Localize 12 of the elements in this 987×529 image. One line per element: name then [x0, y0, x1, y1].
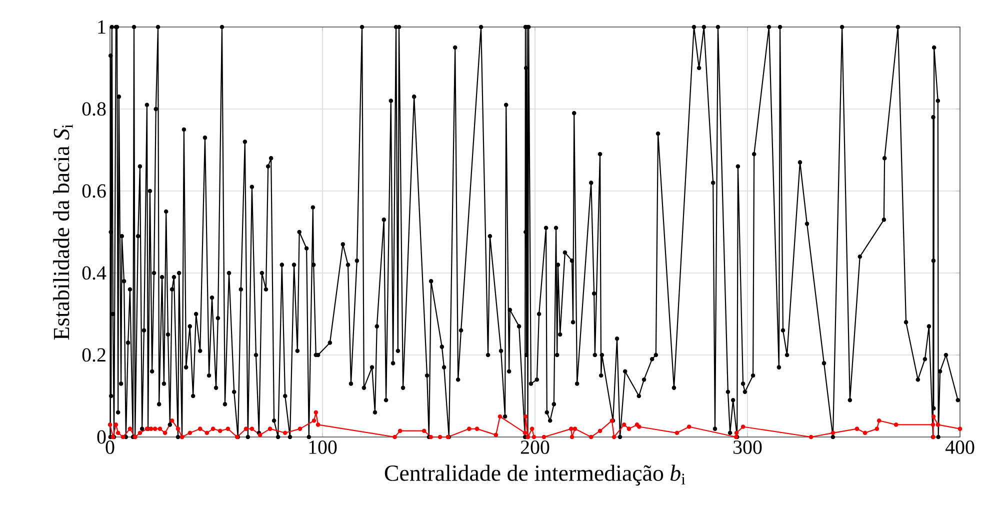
y-tick-label: 0.6: [82, 184, 106, 198]
y-axis-title: Estabilidade da bacia S$_{i}$: [53, 124, 73, 340]
x-tick-label: 100: [309, 440, 337, 454]
x-tick-label: 300: [734, 440, 762, 454]
y-tick-label: 0: [97, 430, 106, 444]
y-tick-label: 0.8: [82, 102, 106, 116]
y-tick-label: 0.4: [82, 266, 106, 280]
x-tick-label: 400: [945, 440, 974, 454]
x-axis-title: Centralidade de intermediação b$_{i}$: [384, 464, 686, 486]
y-tick-label: 1: [98, 20, 106, 34]
x-tick-label: 200: [520, 440, 550, 454]
y-tick-label: 0.2: [82, 348, 106, 362]
